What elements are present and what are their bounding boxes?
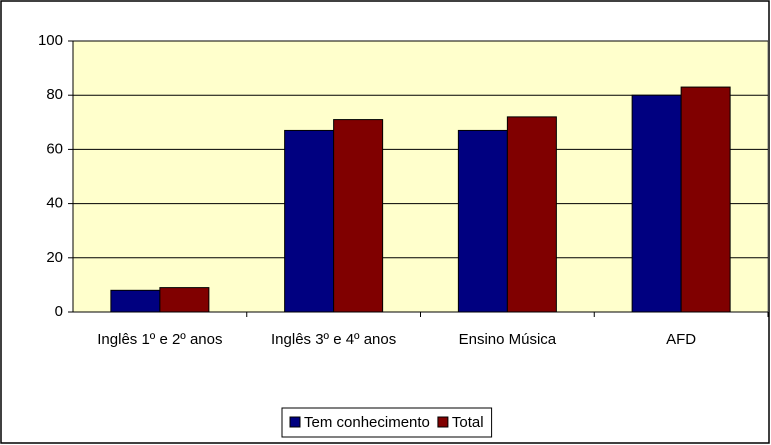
x-tick-label: Ensino Música: [458, 331, 557, 348]
y-tick-label: 20: [46, 249, 63, 266]
legend-box: [281, 407, 493, 438]
bar: [110, 289, 161, 313]
bar: [457, 129, 508, 313]
bar: [631, 94, 682, 313]
y-tick-label: 0: [55, 303, 63, 320]
legend-label: Tem conhecimento: [304, 414, 430, 431]
bar: [284, 129, 335, 313]
legend-swatch: [289, 416, 301, 428]
y-tick-label: 40: [46, 195, 63, 212]
x-tick-label: Inglês 1º e 2º anos: [97, 331, 223, 348]
bar: [680, 86, 731, 313]
bar: [506, 116, 557, 313]
y-tick-label: 100: [38, 32, 63, 49]
legend-swatch: [437, 416, 449, 428]
bar: [159, 287, 210, 313]
x-tick-label: AFD: [666, 331, 697, 348]
legend-label: Total: [452, 414, 484, 431]
x-tick-label: Inglês 3º e 4º anos: [271, 331, 397, 348]
y-tick-label: 60: [46, 140, 63, 157]
y-tick-label: 80: [46, 86, 63, 103]
bar: [333, 119, 384, 313]
